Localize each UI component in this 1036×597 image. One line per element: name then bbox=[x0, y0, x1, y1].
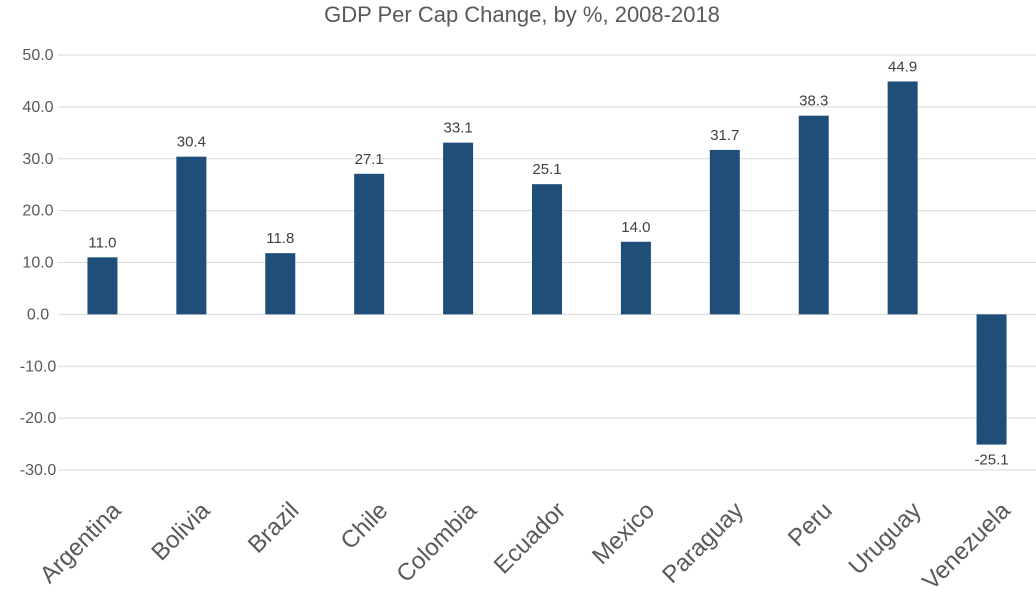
data-label: 25.1 bbox=[532, 161, 561, 178]
bar bbox=[354, 173, 385, 315]
category-label: Mexico bbox=[587, 497, 660, 570]
bar bbox=[709, 149, 740, 315]
category-label: Bolivia bbox=[146, 497, 216, 567]
bar bbox=[887, 81, 918, 315]
data-label: 44.9 bbox=[888, 58, 917, 75]
bar bbox=[798, 115, 829, 315]
bar bbox=[532, 184, 562, 315]
data-label: 11.8 bbox=[266, 230, 294, 247]
data-label: 33.1 bbox=[443, 120, 472, 137]
data-labels: 11.0 30.4 11.8 27.1 33.1 25.1 14.0 31.7 38.3 44.9… bbox=[88, 58, 1008, 468]
category-label: Brazil bbox=[243, 497, 305, 559]
data-label: 11.0 bbox=[88, 234, 116, 251]
y-tick-label: 20.0 bbox=[22, 203, 53, 220]
y-axis-ticks: 50.0 40.0 30.0 20.0 10.0 0.0 -10.0 -20.0 -30.0 bbox=[20, 47, 57, 479]
bar bbox=[176, 156, 207, 315]
category-label: Paraguay bbox=[657, 497, 749, 589]
bar bbox=[620, 241, 651, 315]
bar bbox=[443, 142, 474, 315]
y-tick-label: -30.0 bbox=[20, 462, 57, 479]
bar bbox=[87, 257, 118, 315]
data-label: 38.3 bbox=[799, 93, 828, 110]
y-tick-label: 0.0 bbox=[27, 306, 49, 323]
y-tick-label: 40.0 bbox=[22, 99, 53, 116]
category-label: Venezuela bbox=[917, 497, 1016, 592]
y-tick-label: 30.0 bbox=[22, 151, 53, 168]
category-label: Argentina bbox=[35, 497, 127, 589]
category-label: Peru bbox=[783, 497, 838, 552]
y-tick-label: 10.0 bbox=[22, 255, 53, 272]
bar bbox=[265, 253, 296, 315]
category-label: Chile bbox=[336, 497, 394, 555]
y-tick-label: -20.0 bbox=[20, 410, 57, 427]
data-label: 30.4 bbox=[177, 134, 206, 151]
data-label: 31.7 bbox=[710, 127, 739, 144]
bars bbox=[87, 81, 1007, 445]
data-label: 14.0 bbox=[621, 219, 650, 236]
y-tick-label: 50.0 bbox=[22, 47, 53, 64]
category-label: Ecuador bbox=[489, 497, 571, 579]
y-tick-label: -10.0 bbox=[20, 358, 57, 375]
category-label: Colombia bbox=[391, 497, 482, 588]
data-label: 27.1 bbox=[355, 151, 384, 168]
bar bbox=[976, 314, 1007, 445]
data-label: -25.1 bbox=[974, 452, 1008, 469]
category-label: Uruguay bbox=[844, 497, 927, 580]
chart-title: GDP Per Cap Change, by %, 2008-2018 bbox=[324, 2, 720, 27]
